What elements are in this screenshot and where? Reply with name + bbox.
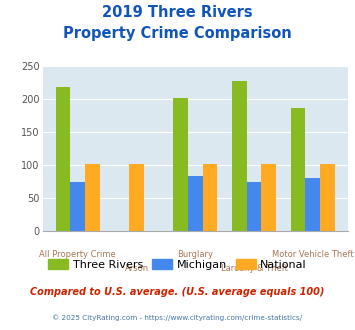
Text: All Property Crime: All Property Crime (39, 250, 116, 259)
Bar (232, 81, 247, 231)
Text: Motor Vehicle Theft: Motor Vehicle Theft (272, 250, 354, 259)
Text: Larceny & Theft: Larceny & Theft (220, 264, 288, 273)
Bar (261, 164, 276, 231)
Bar (71, 182, 85, 231)
Bar (291, 108, 305, 231)
Bar (247, 182, 261, 231)
Bar (129, 164, 144, 231)
Bar (305, 178, 320, 231)
Text: Compared to U.S. average. (U.S. average equals 100): Compared to U.S. average. (U.S. average … (30, 287, 325, 297)
Bar (173, 98, 188, 231)
Bar (188, 176, 203, 231)
Bar (85, 164, 100, 231)
Text: Property Crime Comparison: Property Crime Comparison (63, 26, 292, 41)
Text: 2019 Three Rivers: 2019 Three Rivers (102, 5, 253, 20)
Bar (56, 87, 71, 231)
Text: © 2025 CityRating.com - https://www.cityrating.com/crime-statistics/: © 2025 CityRating.com - https://www.city… (53, 314, 302, 321)
Legend: Three Rivers, Michigan, National: Three Rivers, Michigan, National (44, 255, 311, 274)
Text: Arson: Arson (125, 264, 149, 273)
Bar (203, 164, 217, 231)
Text: Burglary: Burglary (177, 250, 213, 259)
Bar (320, 164, 335, 231)
